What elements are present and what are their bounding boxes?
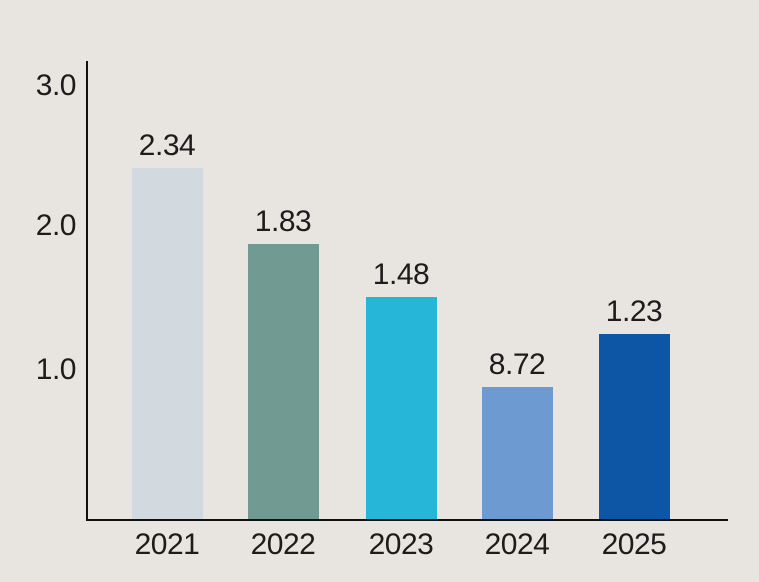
x-tick-label: 2025 — [601, 528, 667, 561]
x-tick-label: 2023 — [368, 528, 434, 561]
bar-2022 — [247, 244, 319, 519]
bar-value-label: 1.23 — [605, 295, 663, 328]
bar-2021 — [131, 168, 203, 519]
y-tick-label: 1.0 — [35, 353, 77, 386]
bar-2023 — [365, 297, 437, 519]
bar-value-label: 1.48 — [372, 258, 430, 291]
bar-2024 — [481, 387, 553, 519]
y-tick-label: 2.0 — [35, 209, 77, 242]
x-axis-line — [86, 519, 728, 521]
x-tick-label: 2022 — [250, 528, 316, 561]
x-tick-label: 2021 — [134, 528, 200, 561]
bar-value-label: 8.72 — [488, 348, 546, 381]
y-tick-label: 3.0 — [35, 69, 77, 102]
x-tick-label: 2024 — [484, 528, 550, 561]
bar-value-label: 2.34 — [138, 129, 196, 162]
y-axis-line — [86, 61, 88, 521]
bar-2025 — [598, 334, 670, 519]
bar-value-label: 1.83 — [254, 205, 312, 238]
